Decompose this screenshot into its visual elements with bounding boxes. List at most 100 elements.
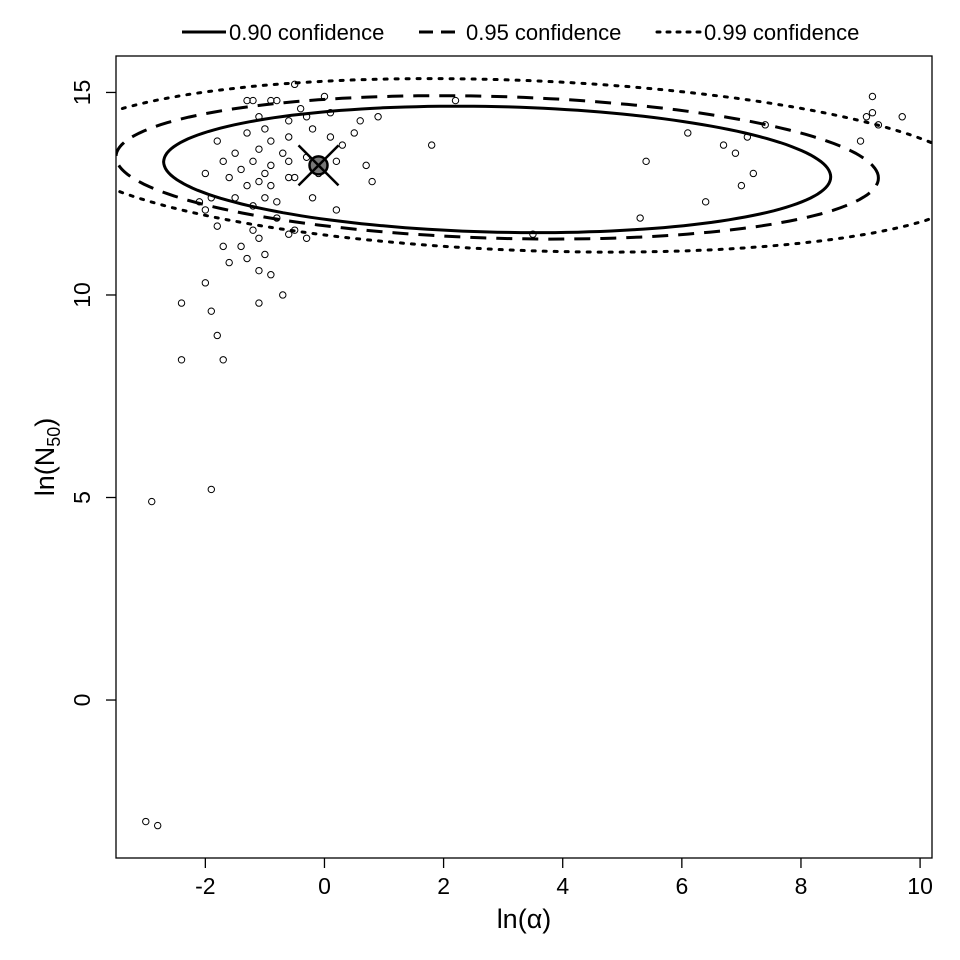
data-point [231, 149, 239, 157]
mle-cross-line [297, 144, 340, 187]
data-point [213, 222, 221, 230]
data-point [719, 141, 728, 149]
data-point [195, 198, 204, 206]
data-point [308, 194, 317, 202]
data-point [273, 214, 281, 222]
data-point [320, 92, 329, 101]
data-point [255, 234, 263, 242]
data-point [237, 165, 245, 174]
data-point [219, 157, 227, 166]
y-axis-label-close: ) [30, 418, 60, 427]
x-tick-label: 4 [556, 873, 569, 899]
data-point [285, 133, 293, 141]
data-point [261, 125, 269, 133]
confidence-region-1 [162, 104, 833, 235]
x-tick-label: 8 [795, 873, 808, 899]
data-point [261, 194, 269, 202]
data-point [243, 181, 251, 190]
data-point [207, 485, 215, 494]
data-point [856, 137, 865, 145]
legend-label: 0.99 confidence [704, 20, 859, 45]
data-point [231, 194, 239, 202]
data-point [148, 497, 156, 506]
data-point [142, 817, 150, 826]
data-point [451, 96, 460, 105]
confidence-region-2 [116, 94, 880, 241]
confidence-region-3 [116, 77, 932, 254]
data-point [296, 104, 305, 113]
data-point [207, 194, 215, 202]
data-point [213, 137, 221, 145]
data-point [285, 117, 293, 125]
data-point [290, 80, 299, 89]
x-axis-label: ln(α) [497, 904, 552, 934]
y-tick-label: 5 [69, 491, 95, 504]
data-point [332, 157, 341, 166]
data-point [368, 177, 376, 186]
data-point [302, 113, 311, 121]
data-point [273, 198, 281, 206]
data-point [261, 250, 269, 259]
legend-label: 0.95 confidence [466, 20, 621, 45]
plot-frame [115, 55, 933, 859]
data-point [237, 242, 245, 251]
data-point [249, 202, 257, 210]
data-point [153, 821, 162, 830]
y-axis: 0 5 10 15 [69, 80, 116, 707]
y-axis-label-subscript: 50 [44, 427, 64, 447]
data-point [267, 181, 275, 190]
data-point [267, 96, 275, 105]
data-point [267, 137, 275, 145]
data-point [290, 226, 299, 234]
data-point [285, 230, 293, 238]
data-point [427, 141, 436, 149]
data-point [207, 307, 215, 315]
data-point [374, 113, 382, 121]
data-point [249, 157, 257, 166]
data-point [749, 169, 758, 178]
data-point [285, 157, 293, 166]
data-point [225, 258, 233, 267]
y-tick-label: 0 [69, 694, 95, 707]
data-point [868, 92, 877, 101]
data-point [267, 271, 275, 279]
data-point [701, 198, 710, 206]
data-point [731, 149, 740, 157]
data-point [332, 206, 341, 214]
data-point [737, 181, 746, 190]
data-point [356, 117, 364, 125]
x-tick-label: 2 [437, 873, 450, 899]
data-point [308, 125, 317, 133]
data-point [255, 113, 263, 121]
data-point [255, 299, 263, 307]
x-tick-label: 6 [675, 873, 688, 899]
data-point [684, 129, 692, 137]
mle-estimate-marker [297, 144, 340, 187]
data-point [862, 113, 871, 121]
data-point [243, 96, 251, 105]
data-point [219, 356, 227, 364]
data-point [279, 149, 287, 157]
data-point [868, 109, 877, 117]
data-point [326, 133, 335, 141]
data-point [243, 254, 251, 263]
confidence-regions [116, 77, 932, 254]
x-tick-label: 0 [318, 873, 331, 899]
y-axis-label: ln(N50) [30, 418, 64, 497]
data-point [273, 96, 281, 105]
y-axis-label-main: ln(N [30, 447, 60, 497]
data-point [350, 129, 358, 137]
data-point [201, 279, 210, 287]
data-point [743, 133, 752, 141]
data-point [225, 173, 233, 182]
data-point [249, 226, 257, 234]
data-point [642, 157, 650, 166]
data-point [529, 230, 537, 238]
data-point [255, 145, 263, 153]
y-tick-label: 15 [69, 80, 95, 106]
data-point [761, 121, 769, 129]
data-point [177, 356, 186, 364]
data-point [219, 242, 227, 251]
data-point [338, 141, 347, 149]
x-tick-label: 10 [907, 873, 933, 899]
